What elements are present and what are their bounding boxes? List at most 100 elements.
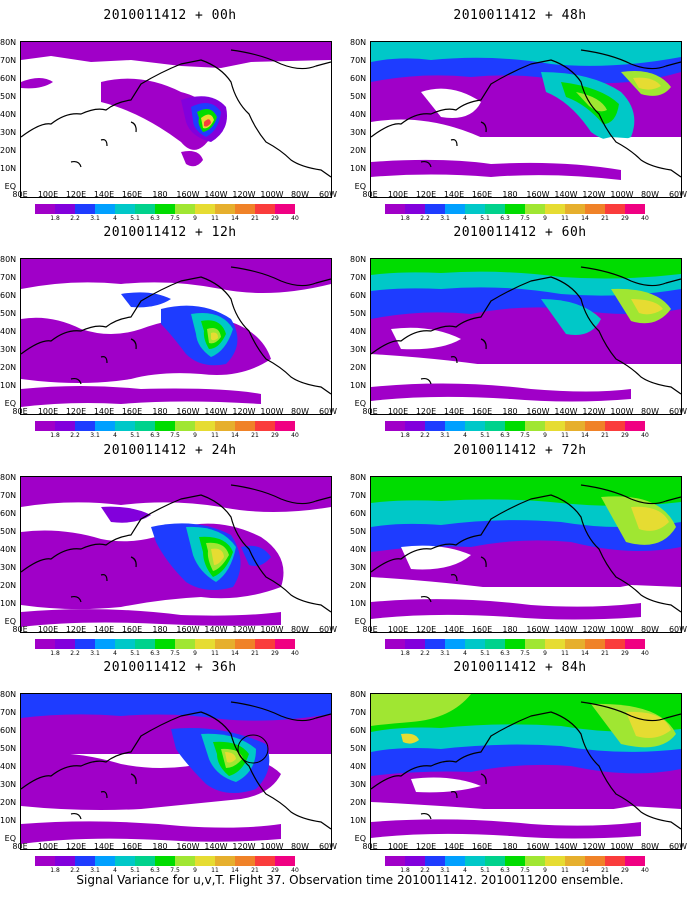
x-tick-label: 160W [526, 842, 550, 851]
colorbar-swatch [445, 204, 465, 214]
y-tick-label: 80N [0, 38, 17, 47]
x-tick-label: 160W [526, 625, 550, 634]
x-tick-label: 180 [152, 190, 168, 199]
y-tick-label: 40N [0, 110, 17, 119]
coastline [371, 49, 681, 178]
y-tick-label: 40N [0, 327, 17, 336]
colorbar-label: 4 [113, 215, 117, 222]
x-tick-label: 120E [415, 625, 437, 634]
y-tick-label: 70N [0, 708, 17, 717]
colorbar-swatch [505, 421, 525, 431]
colorbar-swatch [605, 639, 625, 649]
variance-field [21, 42, 331, 167]
colorbar-label: 14 [581, 650, 589, 657]
colorbar-label: 3.1 [440, 432, 450, 439]
colorbar-swatch [525, 639, 545, 649]
colorbar-label: 5.1 [480, 650, 490, 657]
x-tick-label: 80W [290, 842, 310, 851]
x-tick-label: 100E [37, 190, 59, 199]
y-tick-label: 30N [350, 780, 367, 789]
colorbar-swatch [585, 421, 605, 431]
y-tick-label: 60N [0, 74, 17, 83]
y-tick-label: 70N [350, 56, 367, 65]
colorbar-swatch [505, 204, 525, 214]
x-tick-label: 140W [204, 407, 228, 416]
colorbar-swatch [215, 421, 235, 431]
colorbar-swatch [75, 856, 95, 866]
map-plot [20, 476, 332, 633]
colorbar-label: 5.1 [480, 867, 490, 874]
colorbar [35, 856, 295, 866]
colorbar-label: 14 [581, 867, 589, 874]
coastline [371, 266, 681, 395]
colorbar-label: 11 [561, 215, 569, 222]
colorbar-label: 14 [581, 215, 589, 222]
colorbar-swatch [135, 639, 155, 649]
x-tick-label: 120E [415, 407, 437, 416]
x-tick-label: 80W [290, 625, 310, 634]
colorbar-swatch [195, 204, 215, 214]
coastline [21, 49, 331, 178]
x-tick-label: 140E [93, 190, 115, 199]
x-tick-label: 80W [640, 190, 660, 199]
colorbar-swatch [215, 204, 235, 214]
x-tick-label: 160E [121, 190, 143, 199]
colorbar-label: 5.1 [130, 650, 140, 657]
x-tick-label: 60W [318, 842, 338, 851]
x-tick-label: 140E [443, 842, 465, 851]
x-tick-label: 160E [471, 190, 493, 199]
x-tick-label: 160W [526, 407, 550, 416]
x-tick-label: 100W [610, 625, 634, 634]
colorbar-label: 21 [601, 432, 609, 439]
colorbar-swatch [625, 639, 645, 649]
colorbar-label: 40 [291, 867, 299, 874]
colorbar-label: 11 [211, 650, 219, 657]
colorbar-swatch [275, 639, 295, 649]
x-tick-label: 160W [176, 842, 200, 851]
map-panel-84h: 2010011412 + 84h 80N 70N 60N 50N 40N 30N… [350, 660, 690, 874]
x-tick-label: 80E [362, 842, 378, 851]
colorbar-label: 11 [211, 432, 219, 439]
x-tick-label: 80E [362, 625, 378, 634]
colorbar-swatch [175, 204, 195, 214]
map-plot [20, 693, 332, 850]
colorbar-label: 2.2 [70, 432, 80, 439]
map-plot [20, 258, 332, 415]
x-tick-label: 80E [12, 190, 28, 199]
x-tick-label: 100W [260, 190, 284, 199]
colorbar-label: 3.1 [90, 432, 100, 439]
colorbar-swatch [465, 421, 485, 431]
y-tick-label: 70N [0, 491, 17, 500]
colorbar-swatch [565, 421, 585, 431]
y-tick-label: 30N [0, 563, 17, 572]
y-tick-label: 50N [350, 92, 367, 101]
colorbar-label: 3.1 [90, 867, 100, 874]
y-tick-label: 10N [0, 164, 17, 173]
colorbar-label: 2.2 [70, 215, 80, 222]
x-tick-label: 80W [290, 407, 310, 416]
colorbar-label: 9 [193, 432, 197, 439]
colorbar-swatch [255, 856, 275, 866]
colorbar-label: 29 [271, 215, 279, 222]
x-tick-label: 80E [12, 407, 28, 416]
y-tick-label: 20N [0, 581, 17, 590]
y-tick-label: 80N [350, 473, 367, 482]
x-tick-label: 120E [65, 842, 87, 851]
colorbar-swatch [565, 204, 585, 214]
panel-title: 2010011412 + 60h [453, 225, 587, 240]
map-panel-72h: 2010011412 + 72h 80N 70N 60N 50N 40N 30N… [350, 443, 690, 657]
y-tick-label: 60N [350, 509, 367, 518]
x-tick-label: 100W [610, 190, 634, 199]
colorbar-label: 1.8 [50, 432, 60, 439]
x-tick-label: 140W [554, 407, 578, 416]
colorbar [35, 421, 295, 431]
colorbar-swatch [195, 421, 215, 431]
colorbar-label: 3.1 [440, 867, 450, 874]
x-tick-label: 160W [526, 190, 550, 199]
y-tick-label: 20N [350, 146, 367, 155]
colorbar-label: 6.3 [500, 650, 510, 657]
colorbar-label: 9 [543, 867, 547, 874]
colorbar-swatch [235, 421, 255, 431]
colorbar-swatch [425, 856, 445, 866]
colorbar-label: 2.2 [70, 867, 80, 874]
